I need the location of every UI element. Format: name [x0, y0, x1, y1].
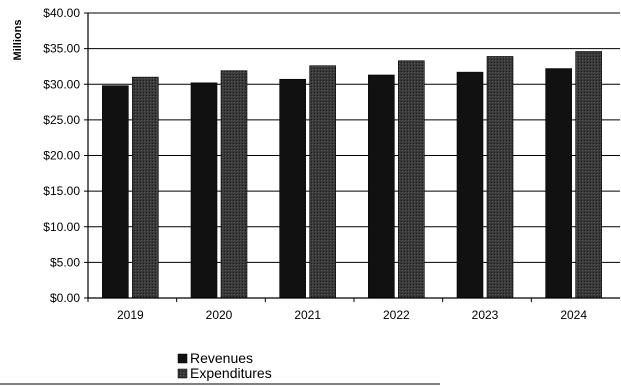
bar-expenditures-2019 — [132, 76, 159, 299]
bar-revenues-2023 — [456, 71, 484, 299]
bars — [102, 51, 602, 299]
bar-expenditures-2023 — [486, 56, 514, 299]
y-tick-label: $30.00 — [43, 77, 80, 91]
bar-revenues-2019 — [102, 85, 129, 299]
x-tick-label: 2021 — [294, 308, 321, 322]
bar-revenues-2024 — [545, 68, 572, 299]
bar-revenues-2022 — [368, 74, 395, 299]
y-tick-label: $25.00 — [43, 113, 80, 127]
legend-label-expenditures: Expenditures — [190, 365, 272, 381]
bar-expenditures-2021 — [309, 65, 336, 299]
y-axis-label: Millions — [12, 20, 24, 61]
bar-revenues-2020 — [190, 82, 218, 299]
y-tick-label: $15.00 — [43, 184, 80, 198]
legend-label-revenues: Revenues — [190, 350, 253, 366]
grid-lines — [88, 12, 620, 299]
y-tick-label: $0.00 — [50, 291, 80, 305]
legend-swatch-revenues — [177, 353, 188, 364]
bar-revenues-2021 — [279, 78, 306, 299]
y-tick-label: $35.00 — [43, 42, 80, 56]
y-axis-tick-labels: $0.00 $5.00 $10.00 $15.00 $20.00 $25.00 $30.00… — [43, 6, 88, 305]
y-tick-label: $40.00 — [43, 6, 80, 20]
x-tick-label: 2024 — [560, 308, 587, 322]
bar-expenditures-2022 — [398, 60, 425, 299]
x-tick-label: 2023 — [472, 308, 499, 322]
bar-expenditures-2020 — [220, 70, 248, 299]
x-axis-tick-labels: 2019 2020 2021 2022 2023 2024 — [87, 298, 587, 322]
x-tick-label: 2019 — [117, 308, 144, 322]
y-tick-label: $5.00 — [50, 255, 80, 269]
x-tick-label: 2022 — [383, 308, 410, 322]
y-tick-label: $20.00 — [43, 149, 80, 163]
y-tick-label: $10.00 — [43, 220, 80, 234]
legend-swatch-expenditures — [177, 368, 188, 379]
bar-expenditures-2024 — [575, 51, 602, 299]
x-tick-label: 2020 — [206, 308, 233, 322]
